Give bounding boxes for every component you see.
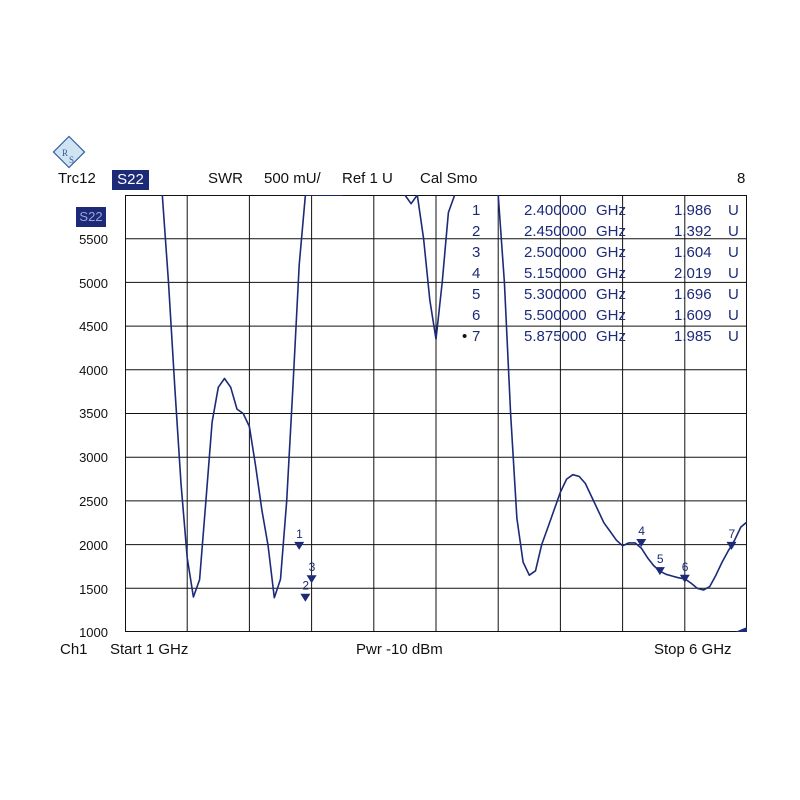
marker-value: 2.019 [674,265,712,282]
y-tick-label: 2000 [79,538,108,553]
marker-6-label: 6 [682,560,689,574]
y-tick-label: 3500 [79,406,108,421]
marker-freq: 5.300000 [524,286,587,303]
marker-7-label: 7 [728,527,735,541]
marker-value: 1.696 [674,286,712,303]
marker-id: 5 [472,286,481,303]
y-tick-label: 5500 [79,232,108,247]
channel-label: Ch1 [60,641,88,658]
trace-line-segment-3 [497,195,747,591]
marker-4-triangle [636,538,647,547]
marker-freq: 5.875000 [524,328,587,345]
marker-freq: 5.150000 [524,265,587,282]
y-tick-label: 2500 [79,494,108,509]
marker-value: 1.609 [674,307,712,324]
marker-id: 2 [472,223,481,240]
marker-3-triangle [306,575,317,584]
marker-value-unit: U [728,223,739,240]
marker-value-unit: U [728,244,739,261]
format-label: SWR [208,170,243,187]
marker-value: 1.985 [674,328,712,345]
marker-5-label: 5 [657,552,664,566]
marker-unit: GHz [596,307,626,324]
marker-1-triangle [294,541,305,550]
marker-freq: 2.400000 [524,202,587,219]
cal-label: Cal Smo [420,170,478,187]
trace-header: Trc12 SWR 500 mU/ Ref 1 U Cal Smo 8 [58,170,748,190]
marker-id: 6 [472,307,481,324]
scale-label: 500 mU/ [264,170,321,187]
y-tick-label: 4000 [79,363,108,378]
marker-7-triangle [726,541,737,550]
marker-2-label: 2 [302,579,309,593]
trace-badge: S22 [76,207,106,227]
marker-6-triangle [679,574,690,583]
marker-value: 1.986 [674,202,712,219]
marker-id: 3 [472,244,481,261]
marker-value-unit: U [728,286,739,303]
marker-3-label: 3 [309,560,316,574]
marker-freq: 2.500000 [524,244,587,261]
trace-line-segment-2 [404,195,456,341]
ref-label: Ref 1 U [342,170,393,187]
marker-freq: 2.450000 [524,223,587,240]
measurement-param-badge[interactable]: S22 [112,170,149,190]
stop-edge-indicator [735,627,747,632]
marker-value: 1.604 [674,244,712,261]
marker-unit: GHz [596,265,626,282]
marker-value-unit: U [728,202,739,219]
start-frequency[interactable]: Start 1 GHz [110,641,189,658]
marker-value-unit: U [728,328,739,345]
channel-count: 8 [737,170,746,187]
marker-id: 1 [472,202,481,219]
marker-value-unit: U [728,265,739,282]
marker-value-unit: U [728,307,739,324]
active-marker-dot: • [462,328,468,345]
marker-4-label: 4 [638,524,645,538]
stop-frequency[interactable]: Stop 6 GHz [654,641,732,658]
marker-id: 7 [472,328,481,345]
y-tick-label: 1500 [79,582,108,597]
marker-unit: GHz [596,328,626,345]
marker-unit: GHz [596,286,626,303]
y-tick-label: 5000 [79,276,108,291]
marker-2-triangle [300,593,311,602]
marker-1-label: 1 [296,527,303,541]
marker-value: 1.392 [674,223,712,240]
marker-freq: 5.500000 [524,307,587,324]
marker-unit: GHz [596,202,626,219]
power-level[interactable]: Pwr -10 dBm [356,641,443,658]
marker-5-triangle [654,567,665,576]
y-tick-label: 1000 [79,625,108,640]
marker-unit: GHz [596,223,626,240]
y-tick-label: 3000 [79,450,108,465]
y-tick-label: 4500 [79,319,108,334]
trace-id: Trc12 [58,170,96,187]
marker-id: 4 [472,265,481,282]
trace-line-segment-1 [161,195,343,599]
marker-unit: GHz [596,244,626,261]
